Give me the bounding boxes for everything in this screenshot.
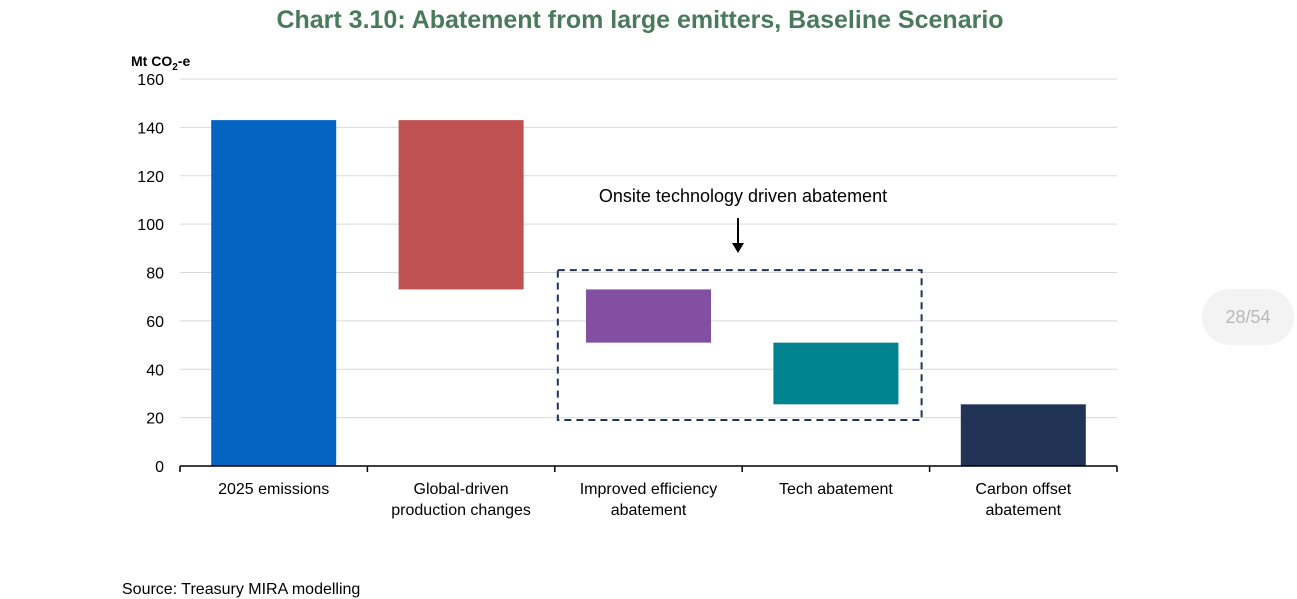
category-label: Tech abatement [779, 481, 893, 498]
annotation-text: Onsite technology driven abatement [599, 186, 887, 206]
y-tick-label: 60 [146, 314, 164, 331]
bar-5 [960, 404, 1086, 466]
y-tick-label: 160 [137, 72, 164, 89]
annotation-box [556, 269, 923, 422]
bar-2 [398, 120, 524, 290]
category-labels: 2025 emissions Global-driven production ch… [218, 481, 1072, 519]
y-tick-label: 80 [146, 266, 164, 283]
category-label: abatement [985, 502, 1061, 519]
bar-1 [211, 120, 337, 467]
category-label: production changes [391, 502, 531, 519]
y-axis-label: Mt CO2-e [131, 53, 190, 73]
y-tick-label: 120 [137, 169, 164, 186]
source-note: Source: Treasury MIRA modelling [122, 581, 361, 598]
y-tick-label: 20 [146, 411, 164, 428]
bar-3 [586, 289, 711, 343]
y-tick-label: 100 [137, 217, 164, 234]
page-indicator[interactable]: 28/54 [1202, 289, 1294, 345]
bar-4 [773, 342, 899, 405]
x-axis [179, 465, 1118, 472]
category-label: Carbon offset [975, 481, 1071, 498]
chart-title: Chart 3.10: Abatement from large emitter… [276, 6, 1004, 34]
y-tick-labels: 0 20 40 60 80 100 120 140 160 [137, 72, 164, 476]
annotation-arrowhead [732, 243, 744, 253]
category-label: 2025 emissions [218, 481, 329, 498]
category-label: Improved efficiency [580, 481, 718, 498]
y-tick-label: 0 [155, 459, 164, 476]
annotation-group: Onsite technology driven abatement [556, 186, 923, 422]
category-label: Global-driven [414, 481, 509, 498]
y-tick-label: 40 [146, 362, 164, 379]
bars [211, 120, 1086, 467]
y-tick-label: 140 [137, 120, 164, 137]
category-label: abatement [611, 502, 687, 519]
